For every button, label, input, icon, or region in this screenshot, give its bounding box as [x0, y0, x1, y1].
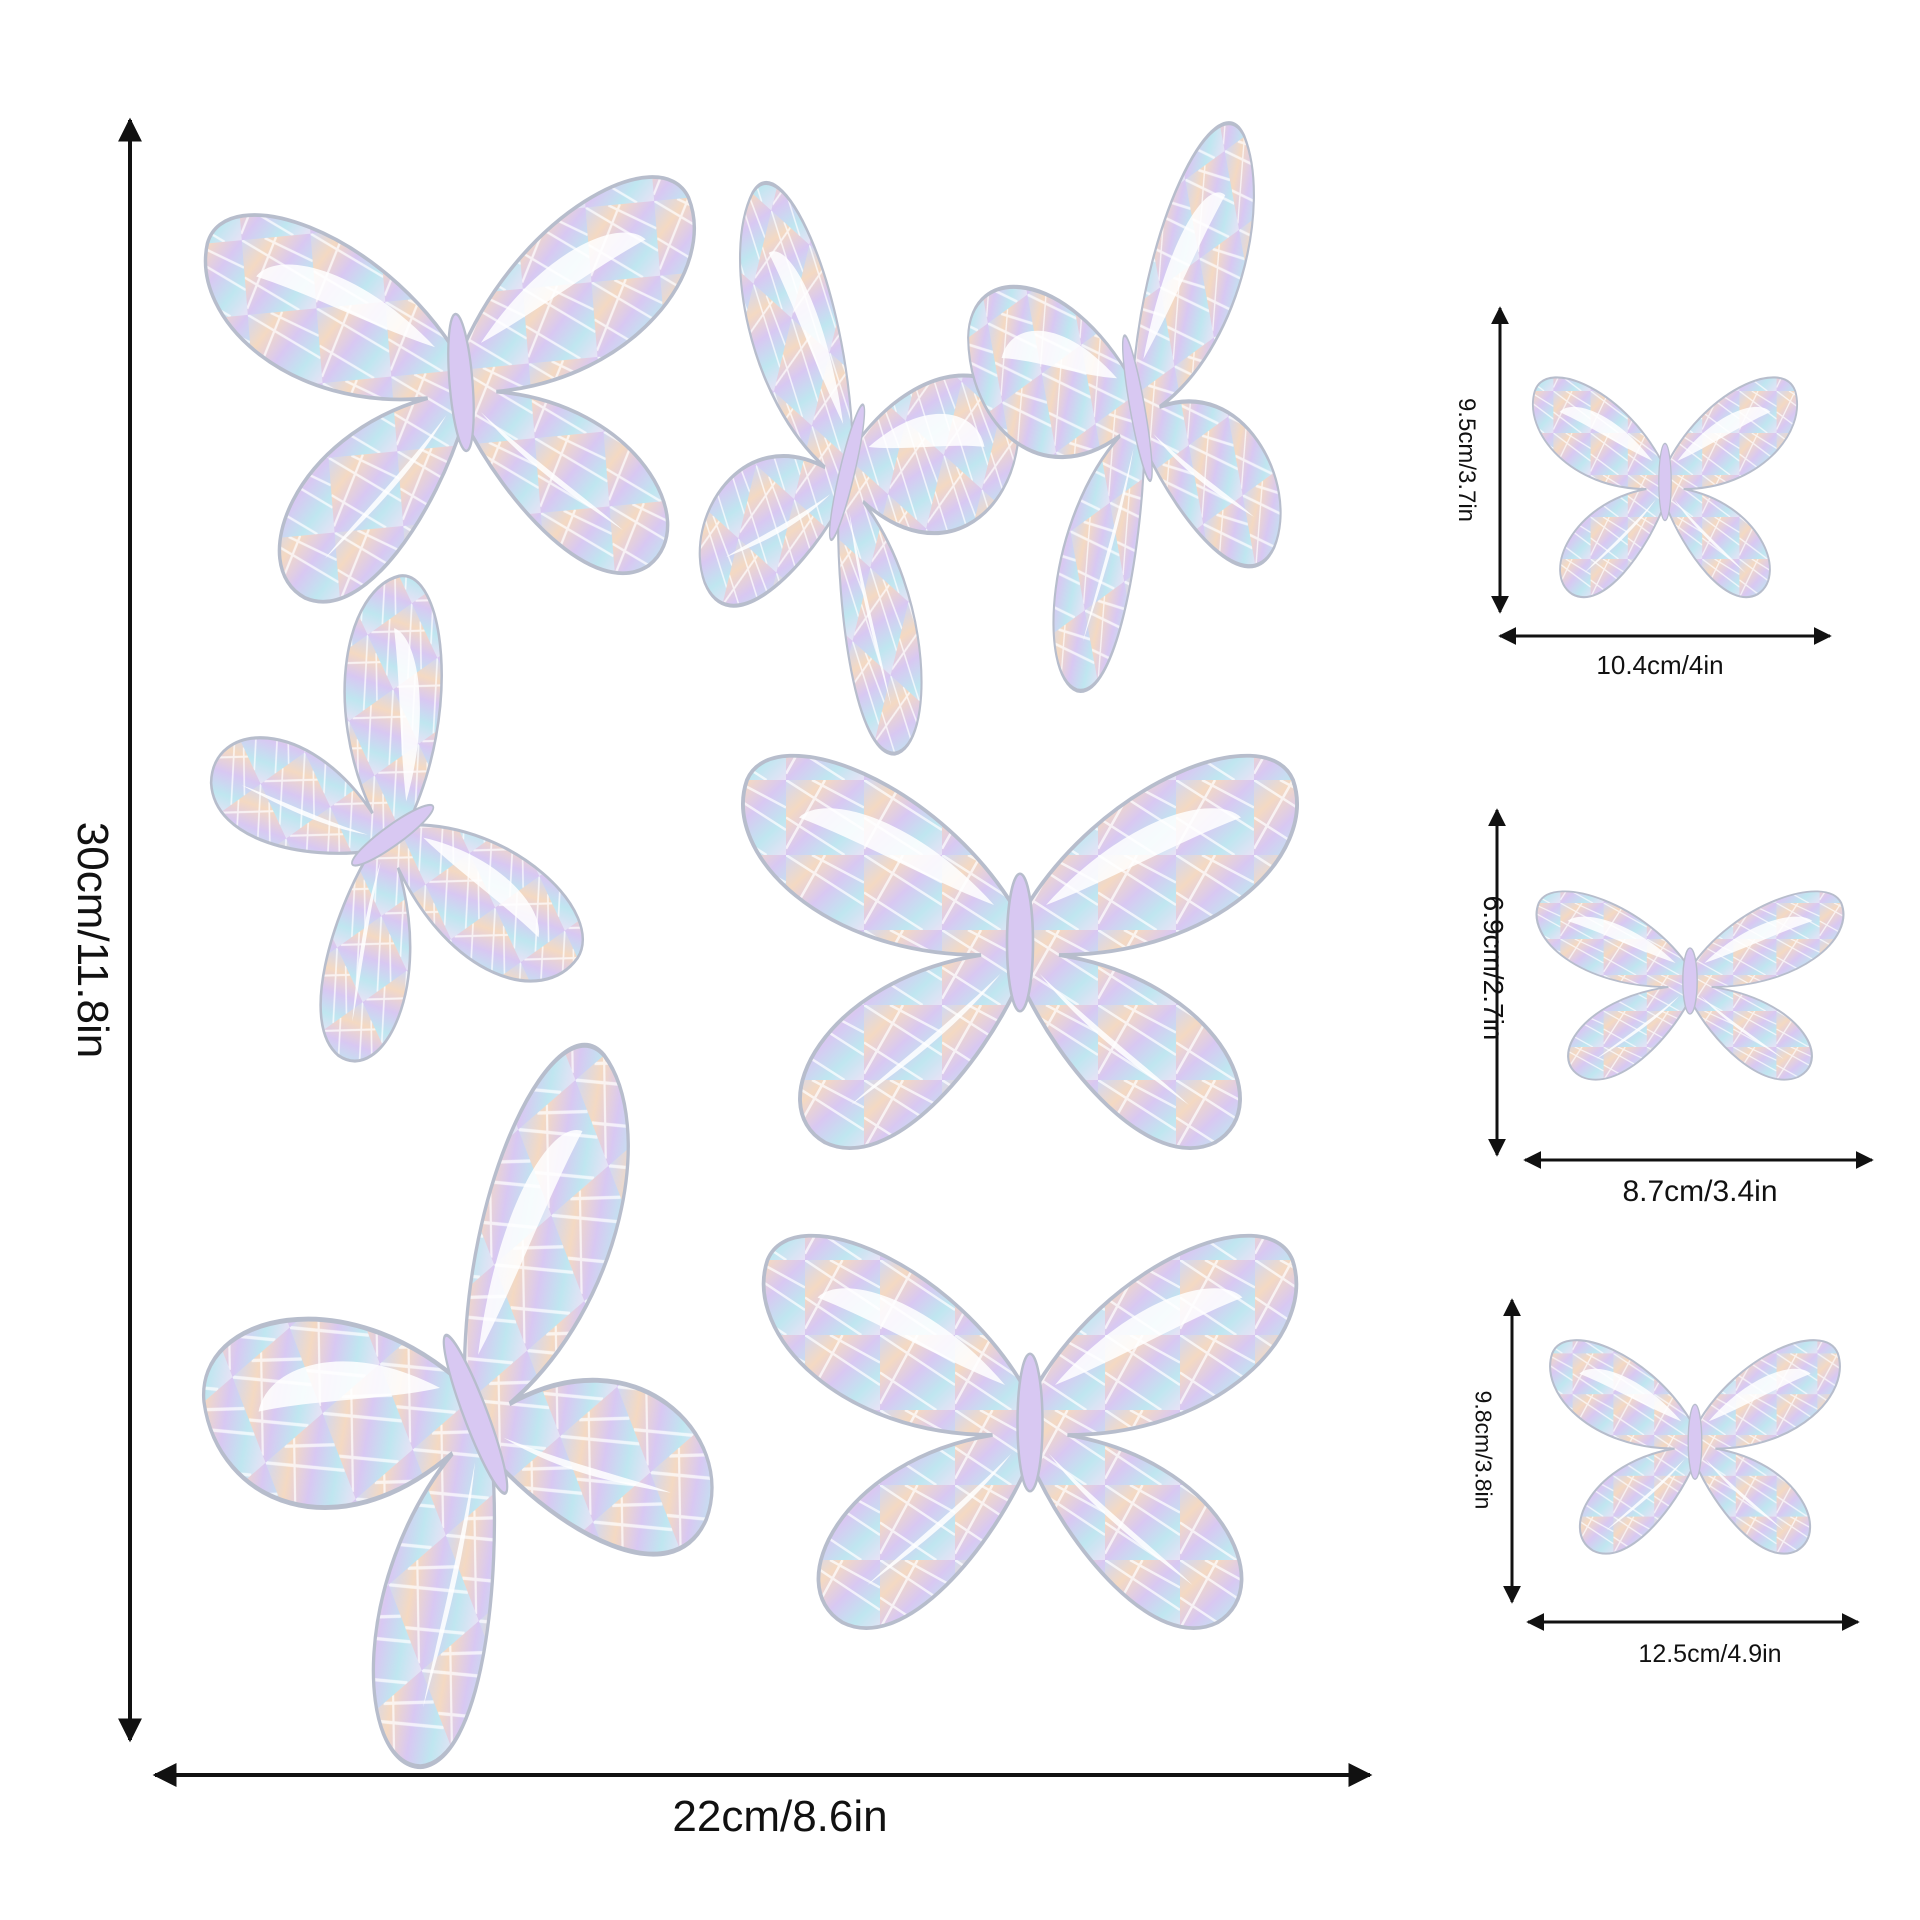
sticker-2-height-label: 6.9cm/2.7in [1478, 895, 1509, 1041]
butterfly-icon [1549, 1339, 1841, 1555]
sticker-3-height-label: 9.8cm/3.8in [1470, 1390, 1497, 1510]
butterfly-icon [200, 171, 724, 613]
butterfly-icon [190, 1025, 769, 1825]
butterfly-icon [1535, 890, 1845, 1081]
main-height-label: 30cm/11.8in [68, 821, 117, 1059]
sticker-3-width-label: 12.5cm/4.9in [1638, 1640, 1782, 1668]
butterfly-icon [761, 1233, 1299, 1630]
butterfly-icon [179, 561, 595, 1117]
butterfly-icon [1531, 376, 1799, 599]
main-width-label: 22cm/8.6in [672, 1792, 888, 1841]
sticker-1-width-label: 10.4cm/4in [1596, 650, 1724, 680]
butterfly-icon [741, 753, 1299, 1151]
sticker-2-width-label: 8.7cm/3.4in [1622, 1175, 1778, 1208]
butterfly-icon [663, 168, 1026, 795]
butterfly-icon [961, 110, 1316, 727]
sticker-1-height-label: 9.5cm/3.7in [1453, 397, 1480, 523]
